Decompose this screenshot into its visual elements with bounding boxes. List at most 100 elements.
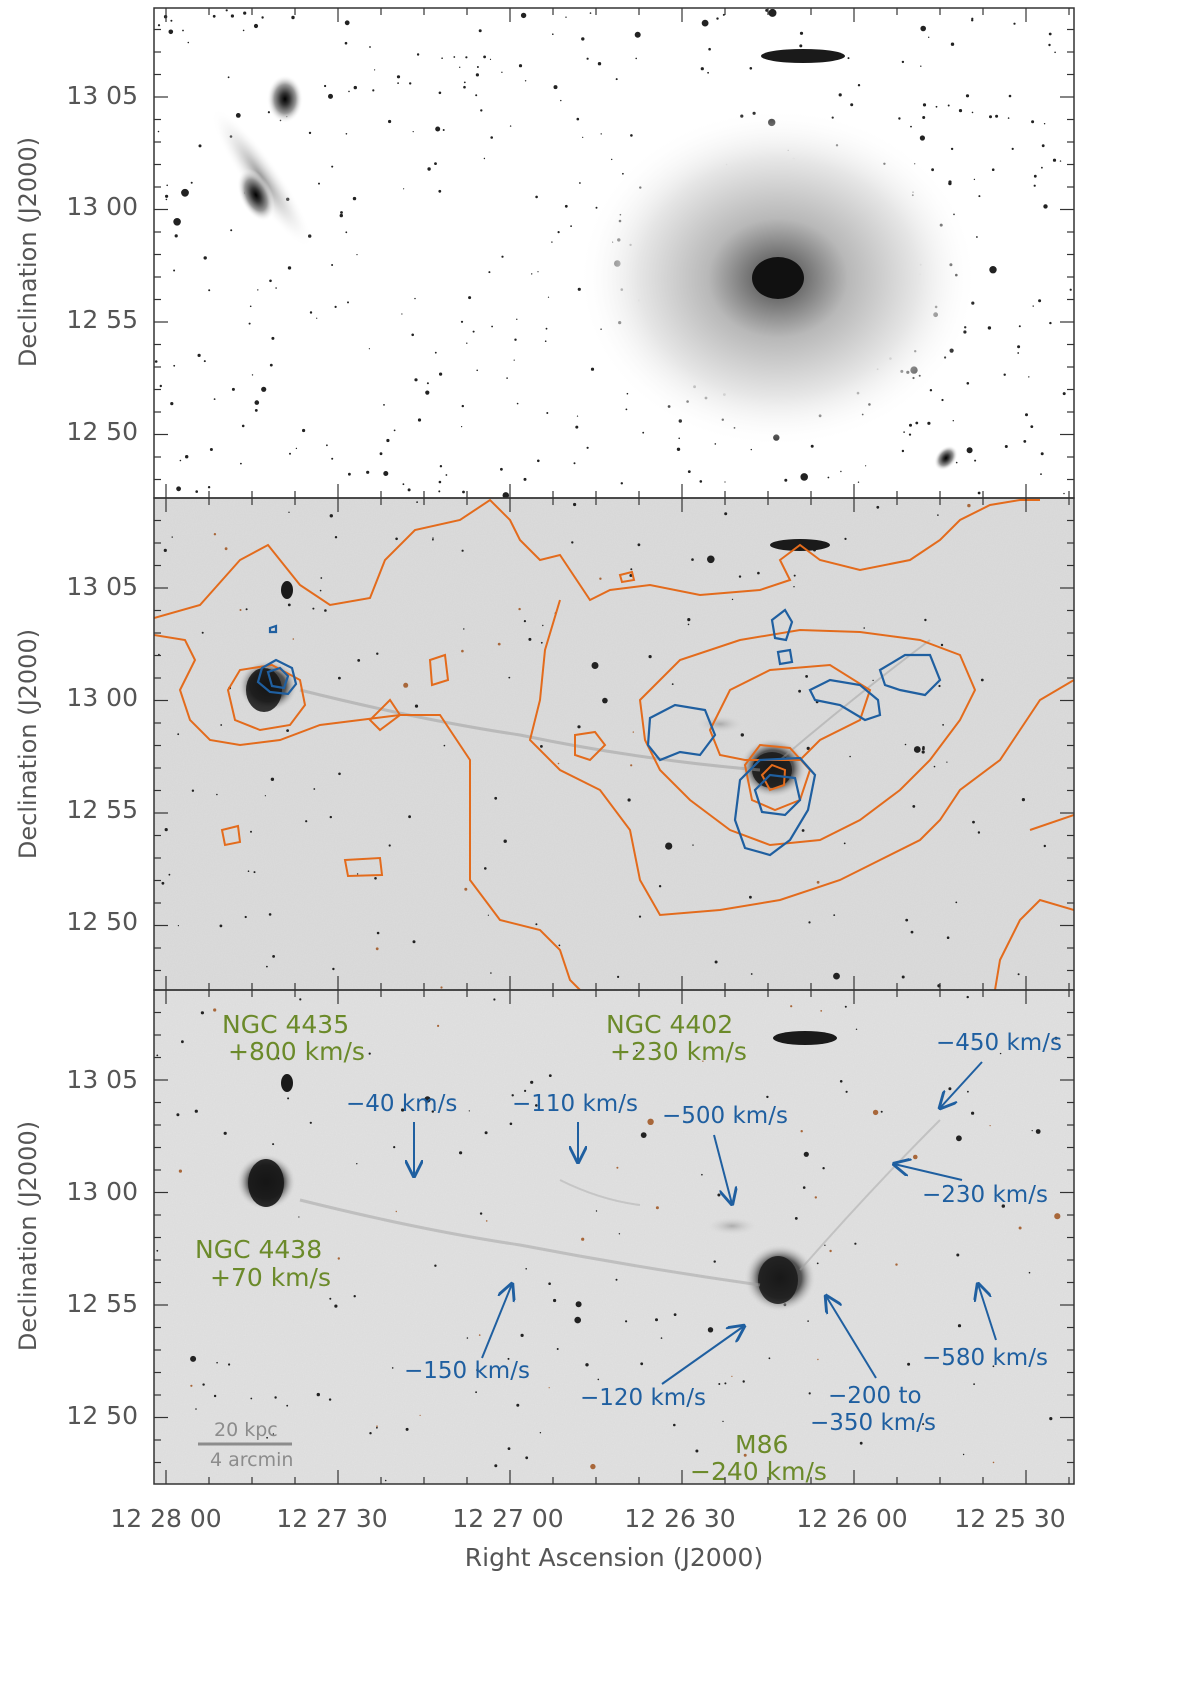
star <box>328 1398 332 1401</box>
star <box>275 287 277 289</box>
star <box>353 1295 356 1298</box>
star <box>464 887 468 891</box>
star <box>466 342 468 344</box>
star <box>743 1453 747 1457</box>
star <box>213 1008 217 1012</box>
star <box>574 1316 581 1324</box>
star <box>292 638 295 640</box>
star <box>905 918 909 922</box>
star <box>971 111 974 114</box>
star <box>267 111 270 114</box>
star <box>629 574 633 577</box>
star <box>318 182 320 185</box>
star <box>701 19 709 27</box>
star <box>426 1108 428 1110</box>
star <box>840 470 842 473</box>
star <box>1007 117 1010 119</box>
star <box>287 603 291 607</box>
star <box>575 425 579 429</box>
star <box>977 831 981 834</box>
star <box>956 1253 960 1257</box>
star <box>374 877 377 880</box>
star <box>511 1094 514 1097</box>
star <box>431 1110 434 1113</box>
star <box>316 1392 320 1397</box>
star <box>980 678 984 682</box>
star <box>414 378 418 382</box>
star <box>305 820 308 823</box>
star <box>798 689 801 693</box>
star <box>425 390 430 395</box>
star <box>1054 1213 1061 1220</box>
star <box>264 795 266 797</box>
star <box>843 842 846 845</box>
star <box>749 67 753 70</box>
dec-tick-p3-3: 12 55 <box>66 1289 138 1318</box>
star <box>978 195 981 198</box>
star <box>332 967 335 971</box>
star <box>170 19 173 22</box>
star <box>507 1357 510 1360</box>
star <box>368 348 370 350</box>
star <box>334 305 337 308</box>
star <box>924 618 927 622</box>
star <box>806 746 810 751</box>
star <box>487 914 489 916</box>
star <box>647 1118 654 1126</box>
star <box>439 372 443 376</box>
star <box>485 1220 488 1222</box>
star <box>692 844 694 846</box>
star <box>687 470 691 473</box>
star <box>523 477 527 481</box>
star <box>344 20 350 26</box>
star <box>589 12 592 14</box>
star <box>438 480 442 484</box>
star <box>459 66 461 69</box>
star <box>190 1355 197 1362</box>
star <box>618 1233 621 1235</box>
star <box>999 1052 1002 1055</box>
star <box>957 1324 962 1328</box>
star <box>630 764 633 767</box>
star <box>298 1216 300 1218</box>
star <box>524 80 527 82</box>
star <box>530 1080 534 1084</box>
star <box>407 488 411 492</box>
star <box>579 182 581 184</box>
star <box>402 483 405 486</box>
star <box>170 402 174 406</box>
star <box>701 1173 703 1176</box>
star <box>289 452 291 455</box>
star <box>269 363 273 367</box>
star <box>687 618 691 622</box>
star <box>520 12 527 19</box>
star <box>156 1249 159 1252</box>
star <box>442 129 445 131</box>
star <box>724 481 726 483</box>
star <box>518 64 523 68</box>
star <box>676 447 681 451</box>
star <box>476 369 479 372</box>
star <box>324 84 327 88</box>
star <box>972 820 975 824</box>
dec-tick-p2-3: 12 55 <box>66 795 138 824</box>
star <box>822 1167 825 1170</box>
star <box>615 1278 618 1281</box>
star <box>165 194 169 198</box>
star <box>197 353 201 357</box>
star <box>849 755 851 758</box>
label-m86: M86 <box>735 1430 788 1459</box>
star <box>802 1186 806 1189</box>
star <box>250 1397 253 1400</box>
star <box>765 9 768 12</box>
star <box>707 1327 714 1333</box>
star <box>356 254 358 256</box>
star <box>518 607 521 611</box>
star <box>475 73 479 77</box>
star <box>904 743 907 746</box>
star <box>546 412 549 414</box>
star <box>461 549 464 552</box>
panel-optical <box>154 8 1074 498</box>
star <box>845 1090 848 1093</box>
star <box>224 547 228 551</box>
